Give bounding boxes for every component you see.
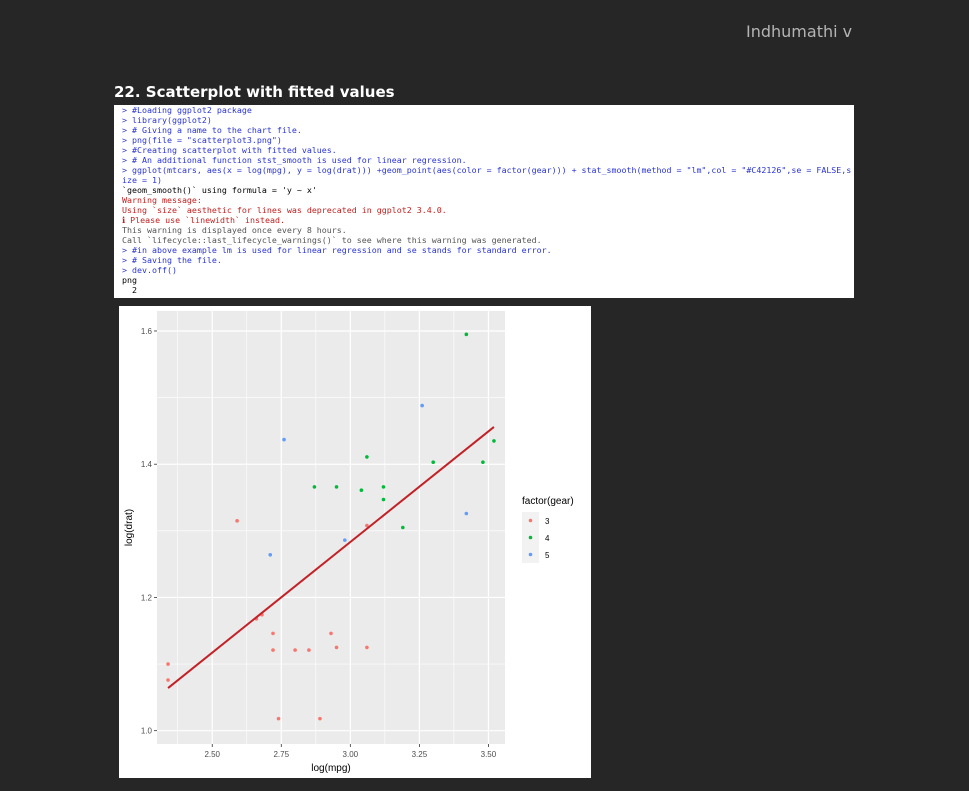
console-line: > #Creating scatterplot with fitted valu… [122,145,337,155]
data-point-gear-3 [293,648,297,652]
data-point-gear-3 [235,519,239,523]
console-line: > png(file = "scatterplot3.png") [122,135,282,145]
console-line: Using `size` aesthetic for lines was dep… [122,205,447,215]
x-axis-label: log(mpg) [311,763,350,774]
y-tick-label: 1.4 [141,460,153,469]
console-line: ize = 1) [122,175,162,185]
console-line: png [122,275,142,285]
legend-label: 3 [545,517,550,526]
x-tick-label: 3.00 [343,750,359,759]
y-tick-label: 1.6 [141,327,153,336]
data-point-gear-4 [359,488,364,492]
data-point-gear-4 [365,455,369,459]
data-point-gear-4 [481,460,485,465]
console-line: > dev.off() [122,265,177,275]
section-title: 22. Scatterplot with fitted values [114,83,395,101]
console-line: Call `lifecycle::last_lifecycle_warnings… [122,235,542,245]
data-point-gear-3 [307,648,311,652]
console-line: > ggplot(mtcars, aes(x = log(mpg), y = l… [122,165,852,175]
data-point-gear-3 [318,716,322,721]
data-point-gear-4 [381,497,386,502]
data-point-gear-4 [431,460,435,465]
console-line: > #Loading ggplot2 package [122,105,252,115]
console-line: Warning message: [122,195,202,205]
data-point-gear-4 [312,485,317,489]
data-point-gear-3 [365,645,369,650]
data-point-gear-4 [464,332,469,337]
data-point-gear-4 [381,485,386,489]
x-tick-label: 2.75 [273,750,289,759]
console-line: `geom_smooth()` using formula = 'y ~ x' [122,185,317,195]
data-point-gear-3 [329,631,333,636]
data-point-gear-3 [334,645,339,650]
data-point-gear-5 [282,437,286,442]
data-point-gear-3 [271,631,275,636]
data-point-gear-5 [343,538,347,542]
data-point-gear-3 [166,662,170,666]
data-point-gear-4 [334,485,339,489]
x-tick-label: 3.50 [481,750,497,759]
data-point-gear-5 [268,553,273,557]
plot-panel [157,311,505,744]
console-line: > library(ggplot2) [122,115,212,125]
y-tick-label: 1.2 [141,593,153,602]
data-point-gear-4 [401,525,405,530]
legend-title: factor(gear) [522,496,574,507]
legend-key-point [528,552,533,557]
console-line: > # Saving the file. [122,255,222,265]
author-name: Indhumathi v [746,22,853,41]
console-line: ℹ Please use `linewidth` instead. [122,215,285,225]
x-tick-label: 2.50 [204,750,220,759]
console-line: > #in above example lm is used for linea… [122,245,552,255]
console-line: > # Giving a name to the chart file. [122,125,302,135]
data-point-gear-3 [276,716,281,721]
data-point-gear-3 [271,648,275,652]
scatterplot-chart: 2.50 2.75 3.00 3.25 3.50 1.0 1.2 1.4 1.6 log(mpg)… [124,311,574,774]
data-point-gear-5 [464,511,469,516]
x-tick-label: 3.25 [412,750,428,759]
data-point-gear-5 [420,403,424,408]
y-tick-label: 1.0 [141,727,153,736]
y-axis-label: log(drat) [124,509,135,546]
legend-key-point [528,518,533,523]
data-point-gear-3 [365,523,369,528]
legend-label: 4 [545,534,550,543]
r-console-output: > #Loading ggplot2 package > library(ggpl… [114,105,854,298]
legend-label: 5 [545,551,550,560]
regression-line [167,426,495,689]
data-point-gear-4 [492,439,496,443]
data-point-gear-3 [166,678,170,682]
scatterplot-image: 2.50 2.75 3.00 3.25 3.50 1.0 1.2 1.4 1.6 log(mpg)… [119,306,591,778]
legend-key-point [528,535,533,540]
console-line: 2 [122,285,142,295]
console-line: > # An additional function stst_smooth i… [122,155,467,165]
console-line: This warning is displayed once every 8 h… [122,225,347,235]
